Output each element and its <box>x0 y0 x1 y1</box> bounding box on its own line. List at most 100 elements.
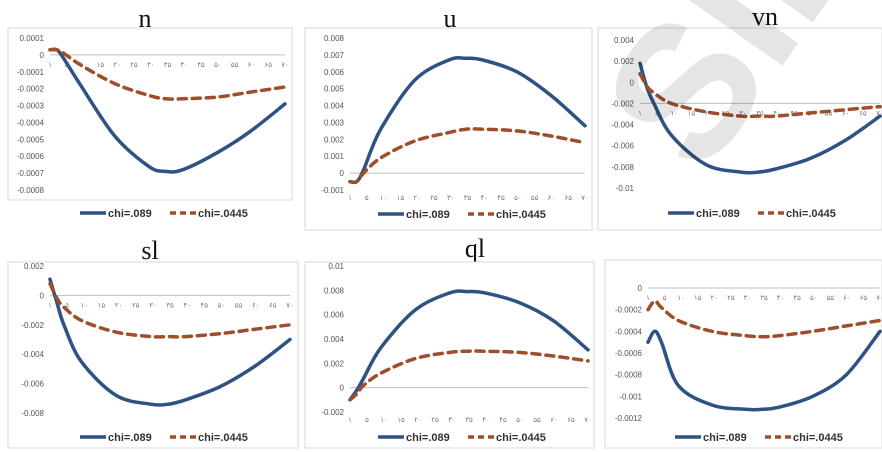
x-tick-label: ۶۰ <box>252 301 260 309</box>
x-tick-label: ۵۵ <box>235 301 243 309</box>
x-tick-label: ۲۰ <box>115 301 123 309</box>
y-tick-label: 0.001 <box>324 152 345 161</box>
x-tick-label: ۴۰ <box>481 194 489 202</box>
series-line-chi089 <box>646 329 882 412</box>
x-tick-label: ۱۰ <box>380 416 388 424</box>
legend-label: chi=.089 <box>406 209 450 221</box>
x-tick-label: ۵۰ <box>218 301 226 309</box>
y-tick-label: -0.002 <box>611 99 634 108</box>
y-tick-label: -0.0004 <box>17 118 45 127</box>
legend-label: chi=.0445 <box>198 208 248 220</box>
y-tick-label: 0.004 <box>614 36 635 45</box>
x-tick-label: ۱۵ <box>97 61 105 69</box>
series-line-chi0445 <box>646 299 882 339</box>
y-tick-label: 0.008 <box>324 34 345 43</box>
x-tick-label: ۶۵ <box>564 194 572 202</box>
x-tick-label: ۶۵ <box>567 416 575 424</box>
y-tick-label: -0.0002 <box>615 306 643 315</box>
chart-title-sl: sl <box>141 236 159 265</box>
series-line-chi0445 <box>48 47 287 101</box>
x-tick-label: ۳۰ <box>147 61 155 69</box>
legend-label: chi=.0445 <box>496 432 546 444</box>
x-tick-label: ۳۰ <box>149 301 157 309</box>
x-tick-label: ۷۰ <box>286 301 294 309</box>
x-tick-label: ۶۵ <box>264 61 272 69</box>
x-tick-label: ۴۵ <box>499 416 507 424</box>
x-tick-label: ۱ <box>48 301 52 309</box>
x-tick-label: ۵ <box>365 416 369 424</box>
x-tick-label: ۲۵ <box>431 416 439 424</box>
x-tick-label: ۳۵ <box>760 294 768 302</box>
y-tick-label: -0.0002 <box>17 85 45 94</box>
y-tick-label: -0.001 <box>321 186 344 195</box>
x-tick-label: ۲۵ <box>430 194 438 202</box>
y-tick-label: -0.001 <box>619 392 642 401</box>
series-line-chi089 <box>638 61 882 175</box>
x-tick-label: ۱۵ <box>688 109 696 117</box>
legend-label: chi=.089 <box>696 208 740 220</box>
x-tick-label: ۱۰ <box>677 294 685 302</box>
y-tick-label: 0.0001 <box>20 34 45 43</box>
y-tick-label: -0.0007 <box>17 169 45 178</box>
x-tick-label: ۲۰ <box>414 416 422 424</box>
y-tick-label: 0 <box>40 291 45 300</box>
x-tick-label: ۶۰ <box>843 294 851 302</box>
x-tick-label: ۳۵ <box>164 61 172 69</box>
y-tick-label: 0.006 <box>324 311 345 320</box>
y-tick-label: -0.0008 <box>615 371 643 380</box>
plot-frame <box>604 259 882 449</box>
chart-title-u: u <box>443 4 457 33</box>
y-tick-label: 0 <box>630 78 635 87</box>
series-line-chi0445 <box>348 127 587 184</box>
y-tick-label: -0.0008 <box>17 186 45 195</box>
x-tick-label: ۱ <box>348 194 352 202</box>
y-tick-label: -0.004 <box>611 121 634 130</box>
chart-title-n: n <box>138 4 152 33</box>
y-tick-label: -0.0004 <box>615 327 643 336</box>
legend-label: chi=.089 <box>703 432 747 444</box>
x-tick-label: ۷۰ <box>584 416 592 424</box>
y-tick-label: 0.01 <box>328 262 344 271</box>
y-tick-label: 0.002 <box>24 262 45 271</box>
x-tick-label: ۷۰ <box>876 294 882 302</box>
y-tick-label: -0.0006 <box>17 152 45 161</box>
x-tick-label: ۳۵ <box>166 301 174 309</box>
chart-title-vn: vn <box>752 2 778 31</box>
x-tick-label: ۵ <box>365 194 369 202</box>
x-tick-label: ۲۵ <box>727 294 735 302</box>
x-tick-label: ۳۵ <box>465 416 473 424</box>
x-tick-label: ۱۰ <box>81 301 89 309</box>
series-line-chi0445 <box>348 349 590 402</box>
series-line-chi0445 <box>638 72 882 119</box>
y-tick-label: -0.0003 <box>17 102 45 111</box>
y-tick-label: -0.0006 <box>615 349 643 358</box>
x-tick-label: ۳۰ <box>448 416 456 424</box>
x-tick-label: ۴۵ <box>201 301 209 309</box>
y-tick-label: 0 <box>638 284 643 293</box>
x-tick-label: ۵۵ <box>533 416 541 424</box>
x-tick-label: ۶۵ <box>859 109 867 117</box>
x-tick-label: ۳۰ <box>447 194 455 202</box>
x-tick-label: ۵۵ <box>827 294 835 302</box>
x-tick-label: ۱۵ <box>694 294 702 302</box>
y-tick-label: 0 <box>340 169 345 178</box>
x-tick-label: ۱۰ <box>80 61 88 69</box>
y-tick-label: 0.008 <box>324 286 345 295</box>
x-tick-label: ۳۵ <box>756 109 764 117</box>
x-tick-label: ۲۰ <box>413 194 421 202</box>
legend-label: chi=.089 <box>108 432 152 444</box>
y-tick-label: -0.002 <box>21 321 44 330</box>
x-tick-label: ۵۵ <box>231 61 239 69</box>
series-line-chi089 <box>348 289 590 402</box>
x-tick-label: ۴۰ <box>181 61 189 69</box>
x-tick-label: ۴۵ <box>793 294 801 302</box>
x-tick-label: ۱۵ <box>397 416 405 424</box>
x-tick-label: ۱۰ <box>671 109 679 117</box>
legend-label: chi=.0445 <box>198 432 248 444</box>
x-tick-label: ۱ <box>348 416 352 424</box>
x-tick-label: ۱ <box>646 294 650 302</box>
x-tick-label: ۳۵ <box>464 194 472 202</box>
